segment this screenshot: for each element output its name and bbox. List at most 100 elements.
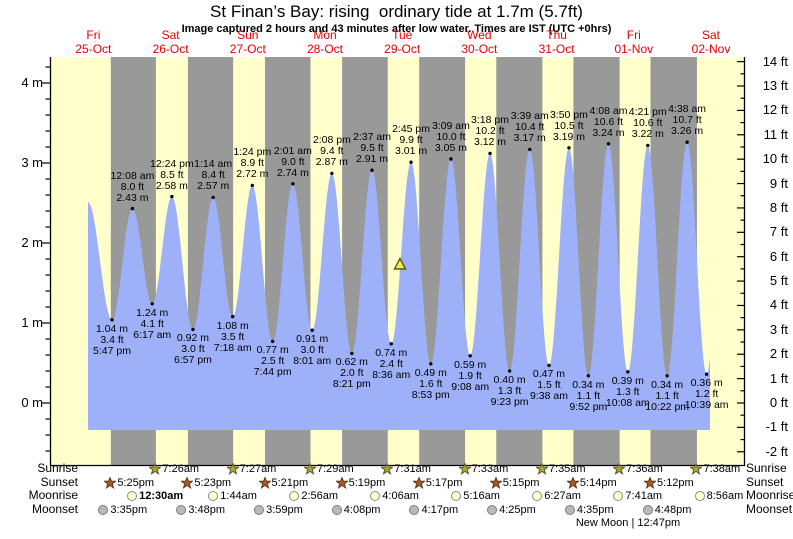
astro-time-label: 7:27am [239, 462, 277, 475]
astro-time-label: 7:35am [548, 462, 586, 475]
day-label: Fri 25-Oct [75, 28, 112, 56]
sunset-entry: 5:19pm [335, 476, 385, 489]
tide-extreme-dot [567, 146, 571, 150]
tide-extreme-dot [507, 369, 512, 373]
moonrise-entry: 12:30am [127, 489, 183, 502]
astro-time-label: 4:48pm [654, 503, 692, 516]
tide-extreme-dot [606, 142, 611, 146]
tide-extreme-dot [270, 339, 275, 344]
sunset-entry: 5:15pm [489, 476, 540, 489]
sunrise-entry: 7:33am [458, 462, 509, 475]
tide-extreme-dot [170, 194, 174, 199]
day-label: Tue 29-Oct [384, 28, 421, 56]
tide-extreme-dot [488, 151, 492, 156]
sunrise-row-label-left: Sunrise [37, 461, 78, 475]
day-label: Mon 28-Oct [306, 28, 344, 56]
astro-time-label: 2:56am [301, 489, 339, 502]
moonrise-entries: 12:30am 1:44am 2:56am 4:06am 5:16am 6:27am 7:4… [0, 489, 793, 502]
sunrise-entry: 7:31am [381, 462, 431, 475]
sunset-entry: 5:23pm [181, 476, 231, 489]
sunrise-star-icon [149, 462, 162, 475]
astro-time-label: 3:59pm [266, 503, 303, 516]
tide-extreme-dot [646, 143, 650, 148]
moonset-entries: 3:35pm 3:48pm 3:59pm 4:08pm 4:17pm 4:25pm 4:35… [0, 503, 793, 516]
day-label: Thu 31-Oct [538, 28, 575, 56]
moonset-entry: 4:25pm [487, 503, 536, 516]
sunrise-entry: 7:36am [613, 462, 663, 475]
astro-time-label: 8:56am [706, 489, 744, 502]
tide-extreme-dot [704, 372, 709, 376]
astro-time-label: 7:29am [316, 462, 354, 475]
astro-time-label: 7:33am [471, 462, 509, 475]
astro-time-label: 7:36am [626, 462, 663, 475]
sunset-row-label-right: Sunset [746, 475, 784, 489]
sunrise-entry: 7:38am [690, 462, 740, 475]
astro-time-label: 3:35pm [110, 503, 148, 516]
moonrise-circle-icon [370, 490, 381, 501]
tide-extreme-dot [626, 370, 630, 374]
moonrise-row-label-left: Moonrise [28, 488, 78, 502]
sunset-star-icon [412, 476, 425, 489]
astro-time-label: 5:12pm [657, 476, 694, 489]
sunset-entry: 5:17pm [412, 476, 463, 489]
astro-time-label: 5:14pm [579, 476, 617, 489]
sunrise-star-icon [535, 462, 548, 475]
sunset-row-label-left: Sunset [40, 475, 78, 489]
tide-extreme-dot [370, 168, 374, 172]
moonrise-row: Moonrise 12:30am 1:44am 2:56am 4:06am 5:16am… [0, 489, 793, 502]
tide-extreme-dot [291, 182, 295, 186]
moonrise-circle-icon [451, 490, 462, 501]
astro-time-label: 7:26am [162, 462, 200, 475]
astro-time-label: 5:17pm [425, 476, 463, 489]
sunset-entry: 5:25pm [104, 476, 154, 489]
sunset-entry: 5:12pm [644, 476, 694, 489]
astro-time-label: 4:08pm [343, 503, 381, 516]
tide-extreme-dot [685, 140, 689, 144]
tide-extreme-dot [547, 363, 551, 368]
astro-time-label: 12:30am [139, 489, 184, 502]
tide-extreme-dot [449, 157, 453, 161]
day-label: Sat 02-Nov [691, 28, 731, 56]
day-label: Sat 26-Oct [152, 28, 189, 56]
moonset-row-label-right: Moonset [746, 502, 793, 516]
tide-extreme-dot [250, 183, 255, 188]
day-label: Sun 27-Oct [229, 28, 266, 56]
moonset-entry: 4:35pm [564, 503, 614, 516]
moonrise-circle-icon [694, 490, 705, 501]
astro-time-label: 7:41am [625, 489, 663, 502]
tide-extreme-dot [528, 147, 532, 152]
sunset-star-icon [181, 476, 194, 489]
moonset-entry: 4:48pm [642, 503, 692, 516]
sunset-entry: 5:14pm [566, 476, 617, 489]
sunset-entries: 5:25pm 5:23pm 5:21pm 5:19pm 5:17pm 5:15pm 5:14… [0, 476, 793, 489]
moonrise-circle-icon [127, 490, 138, 501]
moonset-circle-icon [409, 504, 420, 515]
tide-extreme-dot [665, 374, 669, 378]
sunrise-star-icon [458, 462, 471, 475]
moonset-entry: 4:08pm [331, 503, 381, 516]
sunset-star-icon [489, 476, 502, 489]
moonrise-circle-icon [532, 490, 543, 501]
moonset-circle-icon [331, 504, 342, 515]
tide-extreme-dot [389, 342, 393, 346]
tide-extreme-dot [230, 314, 235, 319]
astro-time-label: 5:23pm [194, 476, 232, 489]
astro-time-label: 5:25pm [117, 476, 155, 489]
moonrise-entry: 4:06am [370, 489, 419, 502]
sunset-star-icon [566, 476, 579, 489]
sunrise-row-label-right: Sunrise [746, 461, 787, 475]
moonset-entry: 3:59pm [254, 503, 303, 516]
page-subtitle: Image captured 2 hours and 43 minutes af… [181, 23, 612, 35]
moonrise-row-label-right: Moonrise [746, 488, 793, 502]
moonrise-circle-icon [208, 490, 219, 501]
page-title: St Finan’s Bay: rising ordinary tide at … [210, 2, 583, 21]
new-moon-label: New Moon | 12:47pm [575, 517, 681, 529]
sunset-star-icon [104, 476, 117, 489]
astro-time-label: 5:15pm [502, 476, 540, 489]
sunrise-entries: 7:26am 7:27am 7:29am 7:31am 7:33am 7:35am 7:36… [0, 462, 793, 475]
sunrise-star-icon [690, 462, 703, 475]
moonset-circle-icon [642, 504, 653, 515]
sunrise-entry: 7:29am [303, 462, 354, 475]
tide-area [88, 142, 710, 430]
